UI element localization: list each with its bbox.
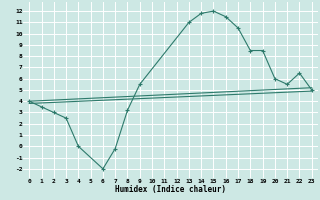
X-axis label: Humidex (Indice chaleur): Humidex (Indice chaleur) [115, 185, 226, 194]
